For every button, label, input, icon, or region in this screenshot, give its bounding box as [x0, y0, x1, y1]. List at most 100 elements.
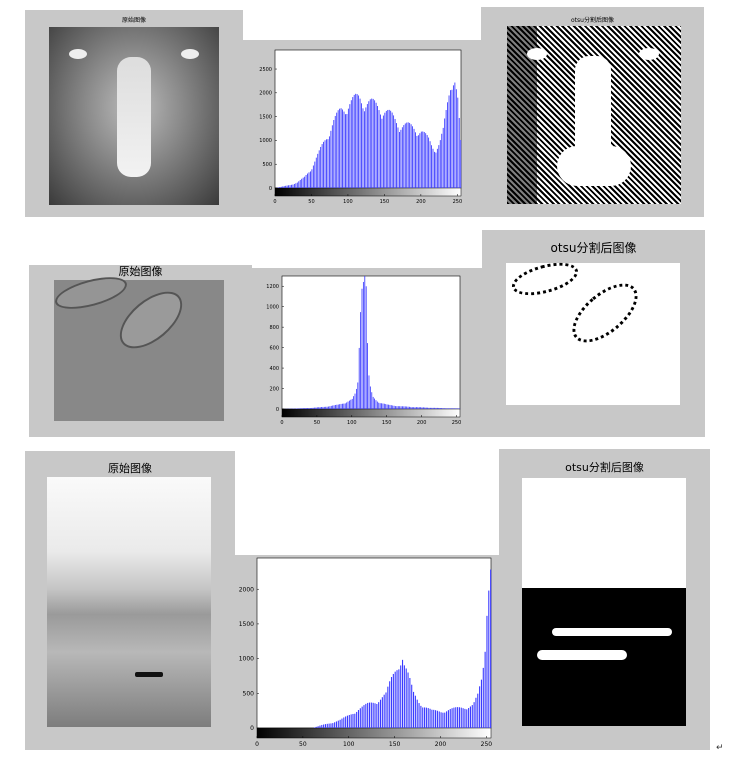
histogram-bar [316, 407, 318, 409]
histogram-bar [345, 114, 346, 188]
histogram-bar [353, 94, 355, 188]
histogram-bar [403, 665, 405, 728]
row2-histogram: 0 200 400 600 800 1000 1200 0 50 100 150 200 250 [266, 275, 461, 426]
x-tick-label: 100 [343, 741, 355, 748]
histogram-bar [423, 407, 424, 409]
histogram-bar [382, 115, 384, 188]
y-tick-label: 0 [269, 186, 272, 192]
histogram-bar [455, 707, 457, 728]
histogram-bar [358, 347, 360, 409]
histogram-bar [441, 133, 443, 188]
grayscale-colorbar [274, 187, 462, 197]
y-tick-label: 500 [243, 690, 255, 697]
histogram-bar [326, 723, 328, 728]
histogram-bar [372, 396, 374, 409]
histogram-bar [380, 114, 381, 188]
histogram-bar [282, 186, 284, 188]
histogram-bar [456, 408, 458, 409]
histogram-bar [349, 400, 350, 409]
baboon-otsu-image [507, 26, 681, 204]
histogram-bar [379, 403, 381, 409]
histogram-bar [385, 110, 387, 188]
histogram-bar [395, 406, 396, 409]
histogram-bar [417, 135, 419, 188]
histogram-bar [293, 183, 295, 188]
histogram-bar [457, 97, 459, 188]
histogram-bar [321, 407, 322, 409]
y-tick-label: 2000 [259, 91, 272, 97]
histogram-bar [317, 726, 319, 728]
histogram-bar [302, 408, 304, 409]
histogram-bar [455, 408, 456, 409]
histogram-bar [305, 174, 307, 188]
histogram-bar [298, 408, 300, 409]
histogram-bar [397, 127, 399, 188]
histogram-bar [384, 112, 386, 188]
histogram-bar [468, 708, 470, 728]
histogram-bar [396, 406, 398, 409]
histogram-bar [371, 392, 373, 409]
histogram-bar [457, 707, 459, 728]
histogram-bar [374, 398, 375, 409]
histogram-bar [365, 107, 367, 188]
histogram-bar [332, 405, 334, 409]
histogram-bar [486, 615, 488, 728]
histogram-bar [368, 375, 370, 409]
histogram-bar [346, 402, 348, 409]
histogram-bar [413, 128, 415, 188]
histogram-bar [371, 98, 373, 188]
histogram-bar [357, 382, 359, 409]
histogram-bar [479, 686, 481, 728]
histogram-bar [367, 343, 368, 409]
histogram-bar [450, 90, 451, 188]
histogram-bar [449, 408, 451, 409]
histogram-bar [383, 403, 385, 409]
histogram-bar [400, 406, 402, 409]
histogram-bar [357, 710, 360, 728]
histogram-bar [361, 103, 362, 188]
cell-original-image [51, 270, 224, 421]
histogram-bar [407, 406, 409, 409]
histogram-bar [424, 707, 426, 728]
grayscale-colorbar [281, 408, 461, 418]
histogram-bar [435, 152, 437, 188]
histogram-bar [344, 403, 346, 409]
histogram-bar [361, 706, 363, 728]
histogram-bar [452, 85, 454, 188]
histogram-bar [402, 406, 403, 409]
histogram-bar [333, 120, 335, 188]
histogram-bar [418, 407, 420, 409]
histogram-bar [381, 403, 382, 409]
histogram-bar [336, 112, 338, 188]
histogram-bar [455, 89, 457, 188]
histogram-bar [358, 95, 360, 188]
histogram-bar [332, 723, 334, 728]
x-tick-label: 0 [280, 420, 283, 426]
histogram-bar [323, 406, 325, 409]
histogram-bar [362, 281, 364, 409]
histogram-bar [454, 82, 456, 188]
histogram-bar [327, 139, 329, 188]
histogram-bar [370, 702, 372, 728]
histogram-bar [422, 131, 424, 188]
histogram-bar [369, 99, 371, 188]
histogram-bar [339, 404, 341, 409]
histogram-bar [393, 405, 395, 409]
histogram-bar [397, 406, 399, 409]
histogram-bar [442, 127, 444, 188]
histogram-bar [399, 131, 400, 188]
histogram-bars [283, 276, 461, 409]
histogram-bar [372, 98, 374, 188]
x-tick-label: 150 [380, 199, 390, 205]
histogram-bar [350, 399, 352, 409]
histogram-bar [436, 710, 438, 728]
histogram-bar [356, 94, 358, 188]
histogram-bar [439, 408, 441, 409]
histogram-bar [340, 403, 342, 409]
histogram-bar [289, 185, 291, 188]
histogram-bar [341, 718, 343, 728]
histogram-bar [307, 408, 308, 409]
histogram-bar [458, 117, 460, 188]
histogram-bar [418, 703, 420, 728]
histogram-bar [354, 393, 356, 409]
